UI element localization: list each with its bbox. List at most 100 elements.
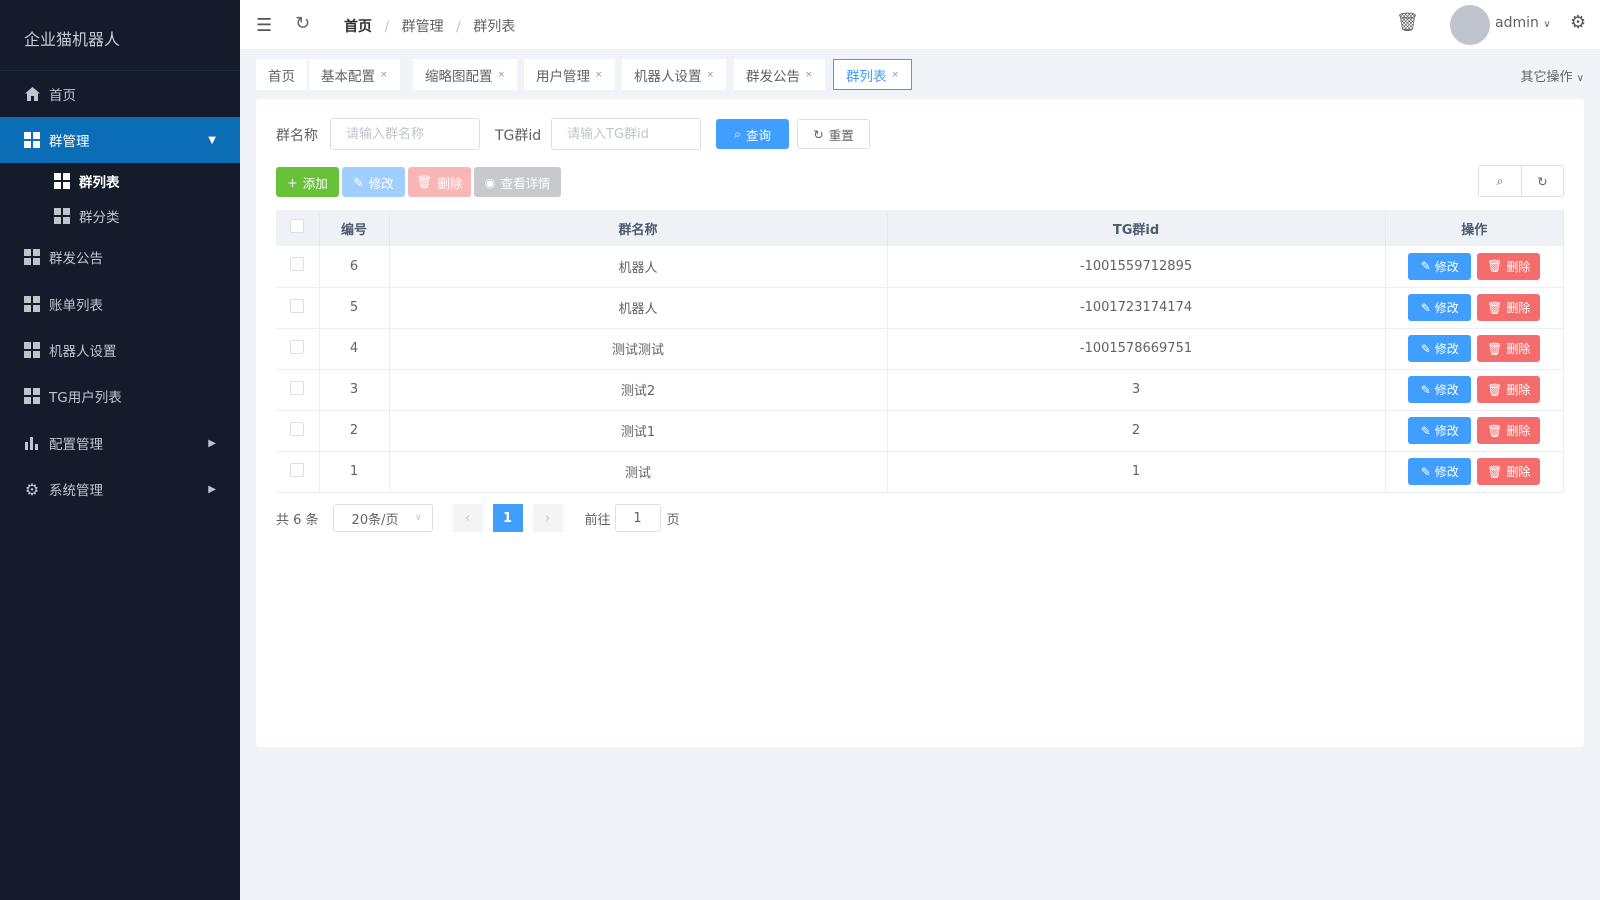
trash-icon: 🗑 (1487, 464, 1503, 479)
row-delete-label: 删除 (1506, 259, 1531, 274)
menu-fold-icon[interactable]: ☰ (256, 15, 273, 36)
close-icon[interactable]: × (380, 69, 388, 80)
refresh-icon[interactable]: ↻ (295, 13, 311, 34)
bar-chart-icon (24, 435, 40, 451)
sidebar-item-bills[interactable]: 账单列表 (0, 281, 240, 327)
caret-down-icon: ▼ (208, 134, 216, 146)
sidebar-item-tg-users[interactable]: TG用户列表 (0, 373, 240, 419)
query-button[interactable]: ⌕ 查询 (716, 119, 789, 149)
row-edit-button[interactable]: ✎ 修改 (1408, 417, 1472, 444)
select-all-checkbox[interactable] (290, 219, 305, 233)
page-size-select[interactable]: 20条/页 ∨ (332, 504, 433, 532)
other-actions-dropdown[interactable]: 其它操作 ∨ (1521, 66, 1584, 85)
trash-icon: 🗑 (1487, 382, 1503, 397)
close-icon[interactable]: × (595, 69, 603, 80)
close-icon[interactable]: × (706, 69, 715, 80)
row-edit-button[interactable]: ✎ 修改 (1408, 335, 1472, 362)
tg-group-id-input[interactable] (551, 118, 701, 150)
sidebar-item-group-management[interactable]: 群管理 ▼ (0, 117, 240, 163)
delete-button[interactable]: 🗑 删除 (408, 167, 471, 197)
settings-gear-icon[interactable]: ⚙ (1570, 12, 1587, 33)
toggle-search-button[interactable]: ⌕ (1478, 165, 1522, 197)
close-icon[interactable]: × (497, 69, 506, 80)
column-id: 编号 (319, 210, 390, 246)
sidebar-item-config[interactable]: 配置管理 ▶ (0, 420, 240, 466)
search-icon: ⌕ (1496, 173, 1504, 188)
row-select-cell (276, 369, 320, 411)
row-delete-button[interactable]: 🗑 删除 (1477, 252, 1541, 280)
gear-icon: ⚙ (24, 479, 40, 499)
user-dropdown[interactable]: admin ∨ (1495, 15, 1551, 31)
tab-home[interactable]: 首页 (256, 59, 307, 90)
row-delete-label: 删除 (1506, 424, 1531, 438)
row-checkbox[interactable] (290, 462, 305, 477)
tab-broadcast[interactable]: 群发公告 × (734, 59, 825, 90)
cell-tg-group-id: 1 (887, 451, 1386, 493)
sidebar-item-broadcast[interactable]: 群发公告 (0, 234, 240, 280)
row-delete-button[interactable]: 🗑 删除 (1477, 458, 1541, 485)
sidebar-item-home[interactable]: 首页 (0, 71, 240, 117)
row-checkbox[interactable] (290, 257, 305, 272)
sidebar-item-system[interactable]: ⚙ 系统管理 ▶ (0, 466, 240, 512)
tab-thumbnail-config[interactable]: 缩略图配置 × (413, 59, 518, 90)
row-delete-button[interactable]: 🗑 删除 (1477, 335, 1541, 362)
sidebar-item-group-category[interactable]: 群分类 (0, 193, 240, 239)
reset-button[interactable]: ↻ 重置 (797, 119, 870, 149)
row-delete-label: 删除 (1506, 342, 1531, 356)
row-checkbox[interactable] (290, 339, 305, 354)
edit-label: 修改 (368, 175, 394, 191)
refresh-table-button[interactable]: ↻ (1521, 165, 1564, 197)
add-button[interactable]: + 添加 (276, 167, 339, 197)
breadcrumb: 首页 / 群管理 / 群列表 (344, 19, 516, 35)
tg-group-id-label: TG群id (495, 128, 542, 144)
cell-id: 2 (319, 410, 390, 452)
row-edit-button[interactable]: ✎ 修改 (1408, 458, 1472, 485)
avatar[interactable] (1450, 5, 1490, 45)
breadcrumb-home[interactable]: 首页 (344, 19, 372, 35)
tab-basic-config[interactable]: 基本配置 × (309, 59, 400, 90)
caret-right-icon: ▶ (208, 483, 216, 495)
cell-id: 5 (319, 287, 390, 329)
row-edit-button[interactable]: ✎ 修改 (1408, 294, 1472, 321)
row-delete-button[interactable]: 🗑 删除 (1477, 294, 1541, 321)
tab-robot-settings[interactable]: 机器人设置 × (622, 59, 727, 90)
row-edit-button[interactable]: ✎ 修改 (1408, 376, 1472, 403)
close-icon[interactable]: × (891, 69, 900, 80)
group-name-input[interactable] (330, 118, 480, 150)
row-edit-label: 修改 (1434, 301, 1459, 315)
row-select-cell (276, 328, 320, 370)
row-delete-button[interactable]: 🗑 删除 (1477, 417, 1541, 444)
tab-label: 用户管理 (536, 68, 590, 85)
eye-icon: ◉ (484, 174, 496, 190)
table-header: 编号 群名称 TG群id 操作 (276, 210, 1564, 246)
sidebar-item-group-list[interactable]: 群列表 (0, 158, 240, 204)
row-delete-button[interactable]: 🗑 删除 (1477, 376, 1541, 403)
cell-actions: ✎ 修改 🗑 删除 (1385, 410, 1564, 452)
edit-button[interactable]: ✎ 修改 (342, 167, 405, 197)
username: admin (1495, 15, 1539, 31)
sidebar-item-robot-settings[interactable]: 机器人设置 (0, 327, 240, 373)
close-icon[interactable]: × (805, 69, 813, 80)
row-checkbox[interactable] (290, 298, 305, 313)
page-1-button[interactable]: 1 (492, 504, 523, 532)
tab-user-management[interactable]: 用户管理 × (524, 59, 615, 90)
grid-icon (54, 173, 70, 189)
row-checkbox[interactable] (290, 421, 305, 436)
tab-label: 缩略图配置 (425, 68, 493, 85)
view-detail-button[interactable]: ◉ 查看详情 (474, 167, 561, 197)
tab-group-list[interactable]: 群列表 × (833, 59, 913, 90)
row-checkbox[interactable] (290, 380, 305, 395)
cell-actions: ✎ 修改 🗑 删除 (1385, 328, 1564, 370)
edit-icon: ✎ (353, 174, 364, 190)
goto-page-input[interactable] (614, 504, 661, 532)
prev-page-button[interactable]: ‹ (452, 504, 483, 532)
trash-icon[interactable]: 🗑 (1396, 12, 1419, 33)
sidebar-item-label: 群列表 (79, 175, 120, 191)
row-edit-button[interactable]: ✎ 修改 (1408, 252, 1472, 280)
next-page-button[interactable]: › (532, 504, 563, 532)
trash-icon: 🗑 (1487, 423, 1503, 438)
breadcrumb-group-management[interactable]: 群管理 (401, 19, 444, 35)
edit-icon: ✎ (1420, 464, 1431, 479)
total-count: 共 6 条 (276, 512, 319, 528)
row-select-cell (276, 246, 320, 288)
